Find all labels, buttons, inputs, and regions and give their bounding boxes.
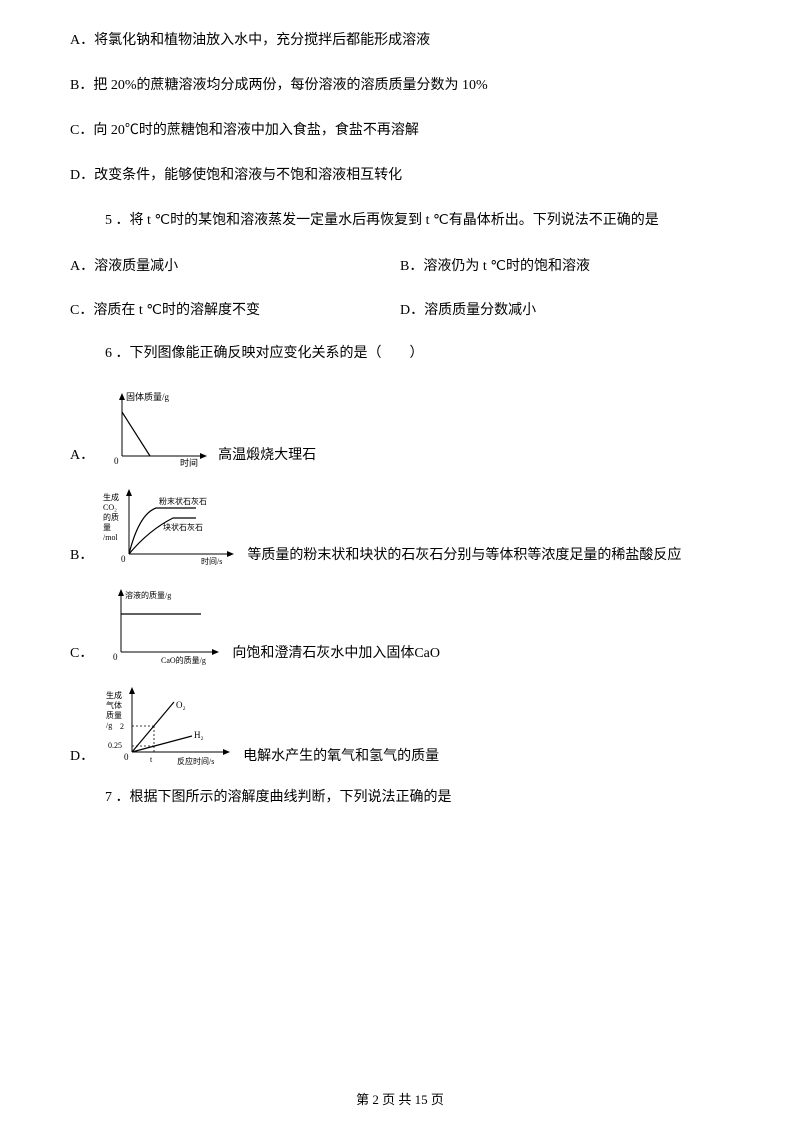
q6-a-letter: A． xyxy=(70,444,94,468)
q5-option-a: A．溶液质量减小 xyxy=(70,255,400,275)
q6-b-desc: 等质量的粉末状和块状的石灰石分别与等体积等浓度足量的稀盐酸反应 xyxy=(247,544,681,568)
svg-text:质量: 质量 xyxy=(106,710,122,720)
svg-text:t: t xyxy=(150,755,153,764)
svg-text:时间: 时间 xyxy=(180,457,198,468)
option-b: B．把 20%的蔗糖溶液均分成两份，每份溶液的溶质质量分数为 10% xyxy=(70,75,730,96)
svg-text:O₂: O₂ xyxy=(176,700,186,710)
svg-text:生成: 生成 xyxy=(103,492,119,502)
option-d: D．改变条件，能够使饱和溶液与不饱和溶液相互转化 xyxy=(70,165,730,186)
question-5: 5 ．将 t ℃时的某饱和溶液蒸发一定量水后再恢复到 t ℃有晶体析出。下列说法… xyxy=(70,210,730,231)
svg-text:块状石灰石: 块状石灰石 xyxy=(163,522,203,532)
svg-text:的质: 的质 xyxy=(103,512,119,522)
question-6: 6 ．下列图像能正确反映对应变化关系的是（ ） xyxy=(70,343,730,364)
svg-text:2: 2 xyxy=(120,722,124,731)
q6-d-letter: D． xyxy=(70,745,94,769)
q6-c-desc: 向饱和澄清石灰水中加入固体CaO xyxy=(232,642,440,666)
svg-text:/g: /g xyxy=(106,721,112,730)
svg-text:量: 量 xyxy=(103,523,111,532)
q6-option-c: C． 溶液的质量/g CaO的质量/g 0 向饱和澄清石灰水中加入固体CaO xyxy=(70,586,730,666)
svg-text:CO₂: CO₂ xyxy=(103,503,117,512)
question-7: 7 ．根据下图所示的溶解度曲线判断，下列说法正确的是 xyxy=(70,787,730,808)
q6-option-d: D． 生成 气体 质量 /g 反应时间/s 0 O₂ H₂ 2 0.25 t xyxy=(70,684,730,769)
q6-a-desc: 高温煅烧大理石 xyxy=(218,444,316,468)
svg-text:0: 0 xyxy=(121,554,126,564)
svg-text:CaO的质量/g: CaO的质量/g xyxy=(161,655,206,665)
q6-b-graph: 生成 CO₂ 的质 量 /mol 时间/s 0 粉末状石灰石 块状石灰石 xyxy=(101,486,241,568)
svg-text:反应时间/s: 反应时间/s xyxy=(177,756,214,766)
svg-text:0: 0 xyxy=(114,456,119,466)
svg-text:0.25: 0.25 xyxy=(108,741,122,750)
svg-text:固体质量/g: 固体质量/g xyxy=(126,391,170,402)
svg-text:粉末状石灰石: 粉末状石灰石 xyxy=(159,496,207,506)
page-footer: 第 2 页 共 15 页 xyxy=(0,1089,800,1108)
q6-c-graph: 溶液的质量/g CaO的质量/g 0 xyxy=(101,586,226,666)
option-c: C．向 20℃时的蔗糖饱和溶液中加入食盐，食盐不再溶解 xyxy=(70,120,730,141)
svg-text:H₂: H₂ xyxy=(194,730,204,740)
svg-text:/mol: /mol xyxy=(103,533,118,542)
svg-text:时间/s: 时间/s xyxy=(201,556,222,566)
q5-option-b: B．溶液仍为 t ℃时的饱和溶液 xyxy=(400,255,730,275)
svg-text:气体: 气体 xyxy=(106,700,122,710)
option-a: A．将氯化钠和植物油放入水中，充分搅拌后都能形成溶液 xyxy=(70,30,730,51)
q6-c-letter: C． xyxy=(70,642,93,666)
q5-option-d: D．溶质质量分数减小 xyxy=(400,299,730,319)
svg-text:生成: 生成 xyxy=(106,690,122,700)
q6-b-letter: B． xyxy=(70,544,93,568)
q6-option-b: B． 生成 CO₂ 的质 量 /mol 时间/s 0 粉末状石灰石 块状石灰石 … xyxy=(70,486,730,568)
svg-text:0: 0 xyxy=(124,752,129,762)
q6-d-graph: 生成 气体 质量 /g 反应时间/s 0 O₂ H₂ 2 0.25 t xyxy=(102,684,237,769)
svg-text:0: 0 xyxy=(113,652,118,662)
q6-d-desc: 电解水产生的氧气和氢气的质量 xyxy=(243,745,439,769)
svg-text:溶液的质量/g: 溶液的质量/g xyxy=(125,590,171,600)
q5-option-c: C．溶质在 t ℃时的溶解度不变 xyxy=(70,299,400,319)
q6-option-a: A． 固体质量/g 时间 0 高温煅烧大理石 xyxy=(70,388,730,468)
q6-a-graph: 固体质量/g 时间 0 xyxy=(102,388,212,468)
